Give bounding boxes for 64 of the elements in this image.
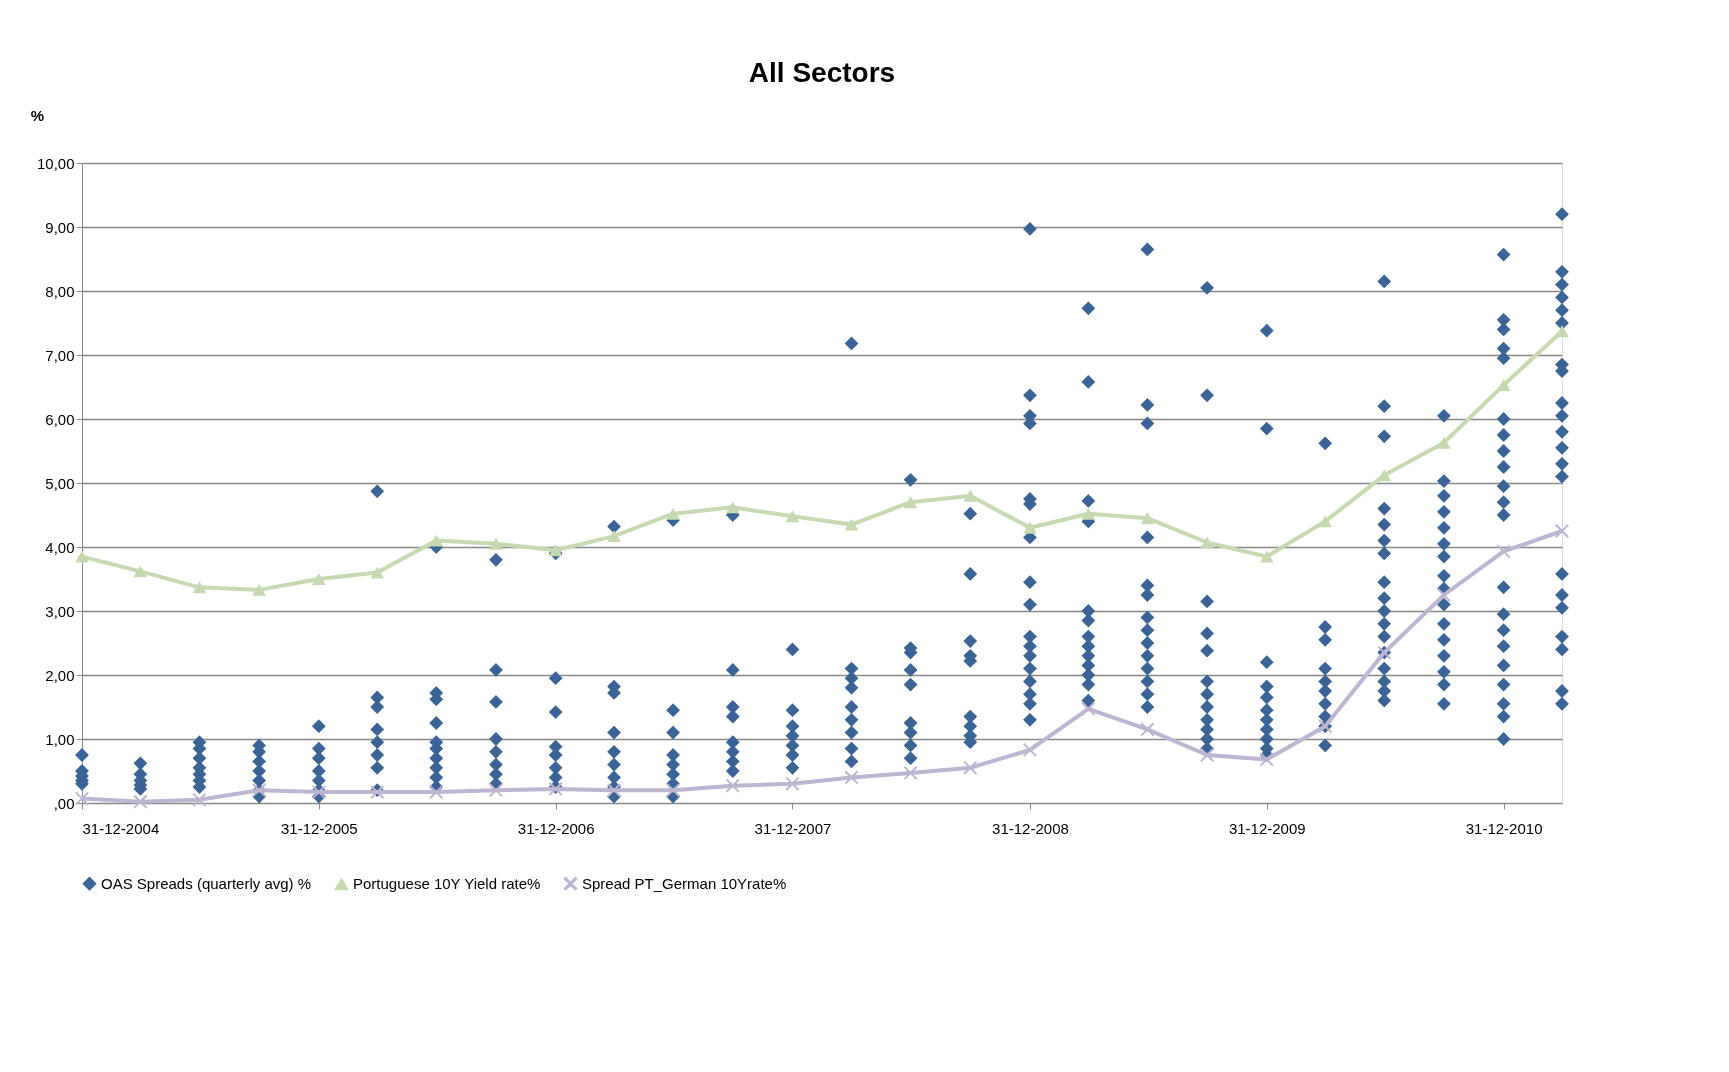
y-tick-label: 9,00 xyxy=(45,218,75,236)
point xyxy=(1023,521,1037,534)
y-tick-label: 8,00 xyxy=(45,282,75,300)
point xyxy=(1200,748,1214,762)
x-tick-label: 31-12-2006 xyxy=(517,819,595,837)
x-tick-label: 31-12-2005 xyxy=(280,819,358,837)
point xyxy=(75,550,89,563)
y-axis-title: % xyxy=(30,106,45,124)
y-tick-label: 1,00 xyxy=(45,730,75,748)
y-tick-label: 3,00 xyxy=(45,602,75,620)
y-tick-label: 4,00 xyxy=(45,538,75,556)
y-tick-label: 10,00 xyxy=(36,154,75,172)
point xyxy=(666,783,680,798)
point xyxy=(429,785,444,800)
y-tick-label: 5,00 xyxy=(45,474,75,492)
x-tick-label: 31-12-2010 xyxy=(1465,819,1543,837)
point xyxy=(133,565,148,578)
point xyxy=(252,583,267,596)
point xyxy=(311,573,326,585)
point xyxy=(844,518,859,531)
point xyxy=(370,566,385,579)
point xyxy=(607,530,621,543)
point xyxy=(607,783,621,798)
point xyxy=(1140,722,1155,737)
y-tick-label: 6,00 xyxy=(45,410,75,428)
y-tick-label: ,00 xyxy=(53,794,75,812)
point xyxy=(1377,469,1392,482)
point xyxy=(1555,524,1569,538)
point xyxy=(1200,536,1214,549)
y-tick-label: 7,00 xyxy=(45,346,75,364)
point xyxy=(1023,742,1037,757)
point xyxy=(192,792,207,807)
point xyxy=(489,783,503,798)
point xyxy=(489,537,503,550)
point xyxy=(548,544,563,557)
legend-label: Spread PT_German 10Yrate% xyxy=(582,874,787,892)
point xyxy=(666,507,680,520)
x-tick-label: 31-12-2004 xyxy=(82,819,160,837)
point xyxy=(1437,588,1451,602)
point xyxy=(192,581,207,594)
point xyxy=(1318,515,1333,528)
x-tick-label: 31-12-2009 xyxy=(1228,819,1306,837)
point xyxy=(1496,544,1511,559)
point xyxy=(1081,507,1096,520)
point xyxy=(1140,512,1155,525)
point xyxy=(844,770,859,785)
point xyxy=(725,501,740,514)
x-tick-label: 31-12-2007 xyxy=(754,819,832,837)
y-tick-label: 2,00 xyxy=(45,666,75,684)
point xyxy=(1555,325,1569,338)
point xyxy=(963,489,978,502)
legend-label: Portuguese 10Y Yield rate% xyxy=(353,875,541,893)
legend-label: OAS Spreads (quarterly avg) % xyxy=(101,874,312,892)
point xyxy=(785,776,800,791)
point xyxy=(429,534,444,547)
point xyxy=(1496,379,1511,392)
point xyxy=(1437,436,1451,449)
point xyxy=(1259,550,1274,563)
point xyxy=(903,496,918,509)
x-tick-label: 31-12-2008 xyxy=(992,819,1069,837)
point xyxy=(1259,752,1274,767)
point xyxy=(785,510,800,523)
point xyxy=(133,794,148,809)
chart-title: All Sectors xyxy=(748,57,896,88)
